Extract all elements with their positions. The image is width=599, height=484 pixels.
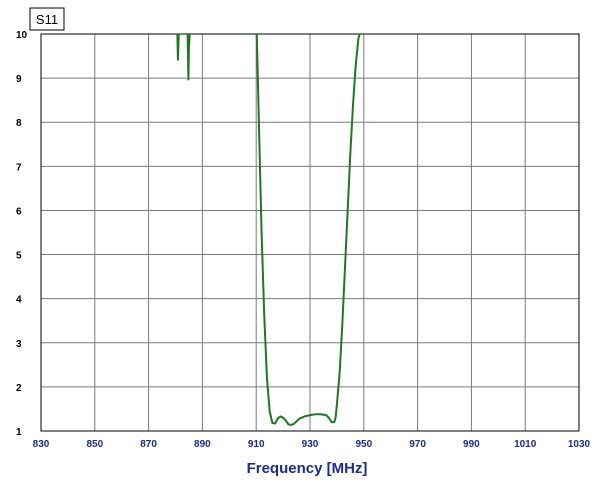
x-tick-label: 1030 bbox=[568, 439, 591, 450]
y-tick-label: 8 bbox=[16, 118, 22, 129]
y-tick-label: 2 bbox=[16, 383, 22, 394]
y-tick-label: 4 bbox=[16, 295, 22, 306]
y-axis-ticks: 1 2 3 4 5 6 7 8 9 10 bbox=[16, 30, 28, 438]
series-line-spike bbox=[176, 33, 180, 61]
grid bbox=[40, 33, 580, 432]
series bbox=[176, 33, 361, 426]
x-tick-label: 870 bbox=[140, 439, 157, 450]
x-tick-label: 990 bbox=[463, 439, 480, 450]
y-tick-label: 10 bbox=[16, 30, 28, 41]
x-tick-label: 910 bbox=[248, 439, 265, 450]
x-tick-label: 1010 bbox=[514, 439, 537, 450]
plot-frame bbox=[40, 33, 580, 432]
y-tick-label: 3 bbox=[16, 339, 22, 350]
series-line-spike bbox=[186, 33, 191, 81]
y-tick-label: 1 bbox=[16, 427, 22, 438]
chart-title-box: S11 bbox=[29, 7, 65, 31]
x-tick-label: 890 bbox=[194, 439, 211, 450]
y-tick-label: 6 bbox=[16, 206, 22, 217]
y-tick-label: 5 bbox=[16, 251, 22, 262]
x-axis-label: Frequency [MHz] bbox=[247, 460, 368, 477]
x-tick-label: 970 bbox=[409, 439, 426, 450]
y-tick-label: 9 bbox=[16, 74, 22, 85]
x-tick-label: 850 bbox=[86, 439, 103, 450]
x-axis-ticks: 830 850 870 890 910 930 950 970 990 1010 1030 bbox=[33, 439, 591, 450]
y-tick-label: 7 bbox=[16, 162, 22, 173]
series-line bbox=[255, 33, 361, 426]
x-tick-label: 830 bbox=[33, 439, 50, 450]
x-tick-label: 930 bbox=[302, 439, 319, 450]
x-tick-label: 950 bbox=[355, 439, 372, 450]
chart-title: S11 bbox=[36, 12, 58, 27]
